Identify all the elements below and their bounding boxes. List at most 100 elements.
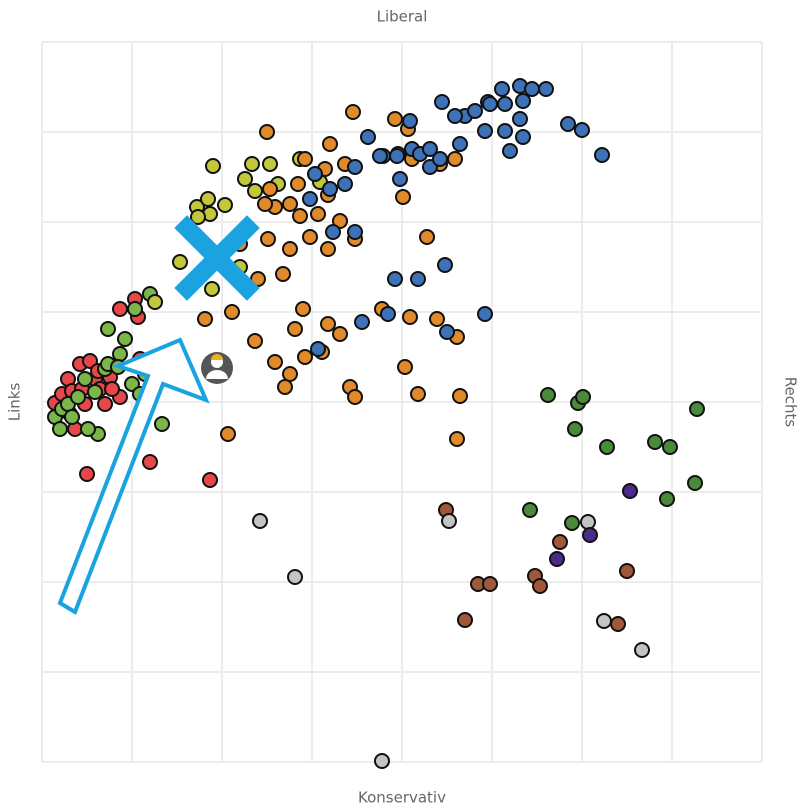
points <box>47 78 705 769</box>
point <box>332 326 348 342</box>
point <box>347 224 363 240</box>
point <box>522 502 538 518</box>
point <box>552 534 568 550</box>
point <box>244 156 260 172</box>
point <box>112 346 128 362</box>
bottom-axis-label: Konservativ <box>358 789 446 807</box>
point <box>374 753 390 769</box>
point <box>477 306 493 322</box>
point <box>204 281 220 297</box>
point <box>282 241 298 257</box>
point <box>100 321 116 337</box>
point <box>277 379 293 395</box>
point <box>532 578 548 594</box>
point <box>307 166 323 182</box>
point <box>237 171 253 187</box>
point <box>190 209 206 225</box>
point <box>580 514 596 530</box>
point <box>282 366 298 382</box>
point <box>97 396 113 412</box>
point <box>79 466 95 482</box>
point <box>297 151 313 167</box>
point <box>432 151 448 167</box>
top-axis-label: Liberal <box>377 8 428 26</box>
point <box>224 304 240 320</box>
point <box>410 386 426 402</box>
point <box>482 96 498 112</box>
right-axis-label: Rechts <box>782 377 800 428</box>
point <box>441 513 457 529</box>
point <box>497 123 513 139</box>
point <box>117 331 133 347</box>
point <box>250 271 266 287</box>
point <box>449 431 465 447</box>
arrow <box>57 337 210 615</box>
icon-hair <box>211 354 223 360</box>
point <box>515 129 531 145</box>
point <box>354 314 370 330</box>
point <box>687 475 703 491</box>
point <box>127 301 143 317</box>
point <box>380 306 396 322</box>
point <box>290 176 306 192</box>
point <box>322 181 338 197</box>
point <box>70 389 86 405</box>
point <box>297 349 313 365</box>
point <box>662 439 678 455</box>
point <box>392 171 408 187</box>
point <box>447 151 463 167</box>
point <box>287 321 303 337</box>
point <box>422 141 438 157</box>
point <box>332 213 348 229</box>
point <box>247 183 263 199</box>
point <box>439 324 455 340</box>
point <box>659 491 675 507</box>
point <box>452 388 468 404</box>
point <box>582 527 598 543</box>
point <box>302 191 318 207</box>
point <box>594 147 610 163</box>
point <box>389 148 405 164</box>
point <box>457 612 473 628</box>
point <box>647 434 663 450</box>
point <box>397 359 413 375</box>
point <box>252 513 268 529</box>
point <box>512 111 528 127</box>
point <box>372 148 388 164</box>
point <box>217 197 233 213</box>
point <box>220 426 236 442</box>
point <box>322 136 338 152</box>
icon-body <box>206 370 228 379</box>
point <box>596 613 612 629</box>
point <box>497 96 513 112</box>
point <box>147 294 163 310</box>
point <box>402 309 418 325</box>
point <box>538 81 554 97</box>
point <box>112 301 128 317</box>
point <box>320 241 336 257</box>
point <box>200 191 216 207</box>
point <box>437 257 453 273</box>
point <box>80 421 96 437</box>
point <box>560 116 576 132</box>
point <box>310 341 326 357</box>
point <box>52 421 68 437</box>
point <box>447 108 463 124</box>
user-icon <box>201 352 233 384</box>
point <box>419 229 435 245</box>
point <box>524 81 540 97</box>
point <box>634 642 650 658</box>
point <box>482 576 498 592</box>
left-axis-label: Links <box>6 383 24 422</box>
point <box>205 158 221 174</box>
cross-line <box>174 215 260 301</box>
point <box>494 81 510 97</box>
point <box>302 229 318 245</box>
point <box>689 401 705 417</box>
point <box>282 196 298 212</box>
point <box>87 384 103 400</box>
point <box>262 181 278 197</box>
point <box>202 472 218 488</box>
point <box>574 122 590 138</box>
